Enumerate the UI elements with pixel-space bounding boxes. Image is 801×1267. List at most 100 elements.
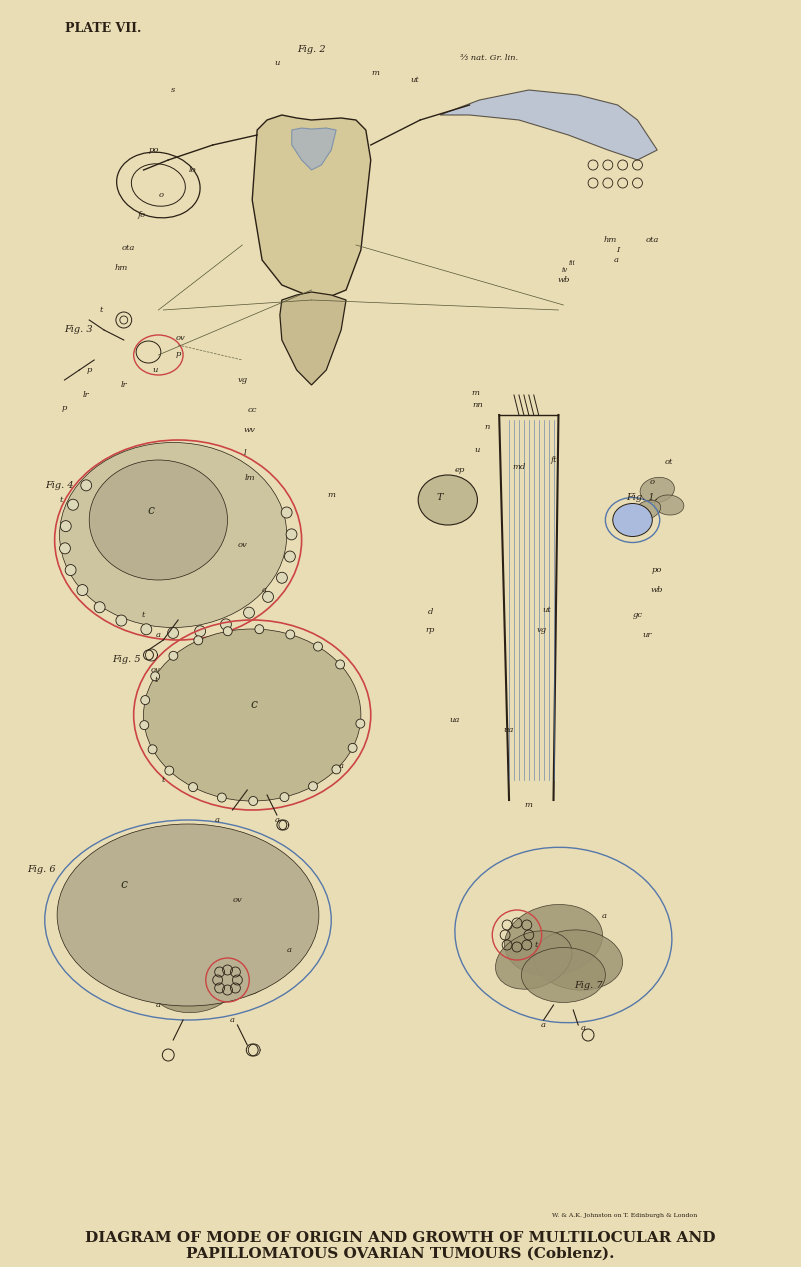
Circle shape bbox=[332, 765, 341, 774]
Text: a: a bbox=[262, 587, 267, 594]
Text: lm: lm bbox=[245, 474, 256, 481]
Circle shape bbox=[255, 625, 264, 634]
Text: ur: ur bbox=[642, 631, 652, 639]
Text: iv: iv bbox=[562, 266, 567, 274]
Circle shape bbox=[116, 614, 127, 626]
Circle shape bbox=[313, 642, 323, 651]
Ellipse shape bbox=[533, 930, 622, 990]
Text: po: po bbox=[148, 146, 159, 155]
Text: l: l bbox=[244, 449, 247, 457]
Circle shape bbox=[95, 602, 105, 613]
Text: PAPILLOMATOUS OVARIAN TUMOURS (Coblenz).: PAPILLOMATOUS OVARIAN TUMOURS (Coblenz). bbox=[186, 1247, 614, 1261]
Circle shape bbox=[276, 573, 288, 583]
Text: ov: ov bbox=[151, 666, 160, 674]
Text: a: a bbox=[614, 256, 618, 264]
Text: p: p bbox=[62, 404, 67, 412]
Text: t: t bbox=[535, 941, 538, 949]
Text: a: a bbox=[215, 816, 220, 824]
Circle shape bbox=[220, 618, 231, 630]
Text: p: p bbox=[175, 350, 181, 359]
Circle shape bbox=[286, 630, 295, 639]
Text: ota: ota bbox=[646, 236, 659, 245]
Text: ep: ep bbox=[454, 466, 465, 474]
Text: c: c bbox=[251, 698, 258, 712]
Text: a: a bbox=[156, 1001, 161, 1009]
Ellipse shape bbox=[418, 475, 477, 525]
Circle shape bbox=[141, 623, 151, 635]
Text: t: t bbox=[99, 307, 103, 314]
Text: Fig. 6: Fig. 6 bbox=[27, 865, 55, 874]
Circle shape bbox=[223, 627, 232, 636]
Circle shape bbox=[249, 797, 258, 806]
Text: iii: iii bbox=[569, 258, 576, 267]
Text: rp: rp bbox=[425, 626, 435, 634]
Text: u: u bbox=[274, 60, 280, 67]
Ellipse shape bbox=[196, 944, 269, 996]
Text: a: a bbox=[230, 1016, 235, 1024]
Text: m: m bbox=[472, 389, 480, 397]
Text: o: o bbox=[159, 191, 164, 199]
Circle shape bbox=[60, 521, 71, 532]
Text: m: m bbox=[525, 801, 533, 810]
Ellipse shape bbox=[505, 905, 602, 976]
Circle shape bbox=[67, 499, 78, 511]
Text: ov: ov bbox=[175, 334, 185, 342]
Text: a: a bbox=[602, 912, 606, 920]
Text: a: a bbox=[581, 1024, 586, 1033]
Text: t: t bbox=[142, 611, 145, 620]
Text: t: t bbox=[155, 677, 158, 684]
Circle shape bbox=[77, 584, 88, 595]
Text: ua: ua bbox=[449, 716, 460, 723]
Text: ut: ut bbox=[411, 76, 420, 84]
Circle shape bbox=[148, 745, 157, 754]
Polygon shape bbox=[292, 128, 336, 170]
Ellipse shape bbox=[654, 495, 684, 516]
Text: n: n bbox=[485, 423, 490, 431]
Text: a: a bbox=[339, 761, 344, 770]
Text: u: u bbox=[153, 366, 158, 374]
Circle shape bbox=[263, 592, 273, 602]
Circle shape bbox=[195, 626, 206, 637]
Circle shape bbox=[165, 767, 174, 775]
Ellipse shape bbox=[151, 958, 235, 1012]
Circle shape bbox=[336, 660, 344, 669]
Circle shape bbox=[194, 636, 203, 645]
Text: wv: wv bbox=[244, 426, 256, 435]
Ellipse shape bbox=[240, 742, 294, 774]
Text: hm: hm bbox=[603, 236, 617, 245]
Text: c: c bbox=[120, 878, 127, 892]
Circle shape bbox=[141, 696, 150, 704]
Text: ua: ua bbox=[504, 726, 514, 734]
Circle shape bbox=[151, 672, 159, 680]
Ellipse shape bbox=[132, 952, 195, 998]
Text: lo: lo bbox=[189, 166, 197, 174]
Text: ot: ot bbox=[665, 457, 674, 466]
Circle shape bbox=[167, 627, 179, 639]
Text: lr: lr bbox=[83, 392, 90, 399]
Text: cc: cc bbox=[248, 405, 257, 414]
Text: a: a bbox=[156, 631, 161, 639]
Text: Fig. 4: Fig. 4 bbox=[45, 480, 74, 489]
Ellipse shape bbox=[143, 628, 361, 801]
Text: hm: hm bbox=[114, 264, 127, 272]
Text: d: d bbox=[428, 608, 433, 616]
Ellipse shape bbox=[613, 503, 652, 536]
Ellipse shape bbox=[166, 925, 260, 986]
Text: m: m bbox=[328, 492, 336, 499]
Circle shape bbox=[308, 782, 317, 791]
Text: fo: fo bbox=[138, 212, 146, 219]
Text: p: p bbox=[87, 366, 92, 374]
Text: s: s bbox=[171, 86, 175, 94]
Polygon shape bbox=[252, 115, 371, 300]
Text: W. & A.K. Johnston on T. Edinburgh & London: W. & A.K. Johnston on T. Edinburgh & Lon… bbox=[552, 1213, 697, 1218]
Ellipse shape bbox=[496, 931, 572, 990]
Ellipse shape bbox=[57, 824, 319, 1006]
Text: DIAGRAM OF MODE OF ORIGIN AND GROWTH OF MULTILOCULAR AND: DIAGRAM OF MODE OF ORIGIN AND GROWTH OF … bbox=[85, 1232, 715, 1245]
Text: ov: ov bbox=[232, 896, 242, 903]
Text: c: c bbox=[148, 503, 155, 517]
Text: m: m bbox=[372, 68, 380, 77]
Ellipse shape bbox=[634, 500, 661, 519]
Text: t: t bbox=[162, 775, 165, 784]
Text: a: a bbox=[286, 946, 292, 954]
Text: vg: vg bbox=[537, 626, 547, 634]
